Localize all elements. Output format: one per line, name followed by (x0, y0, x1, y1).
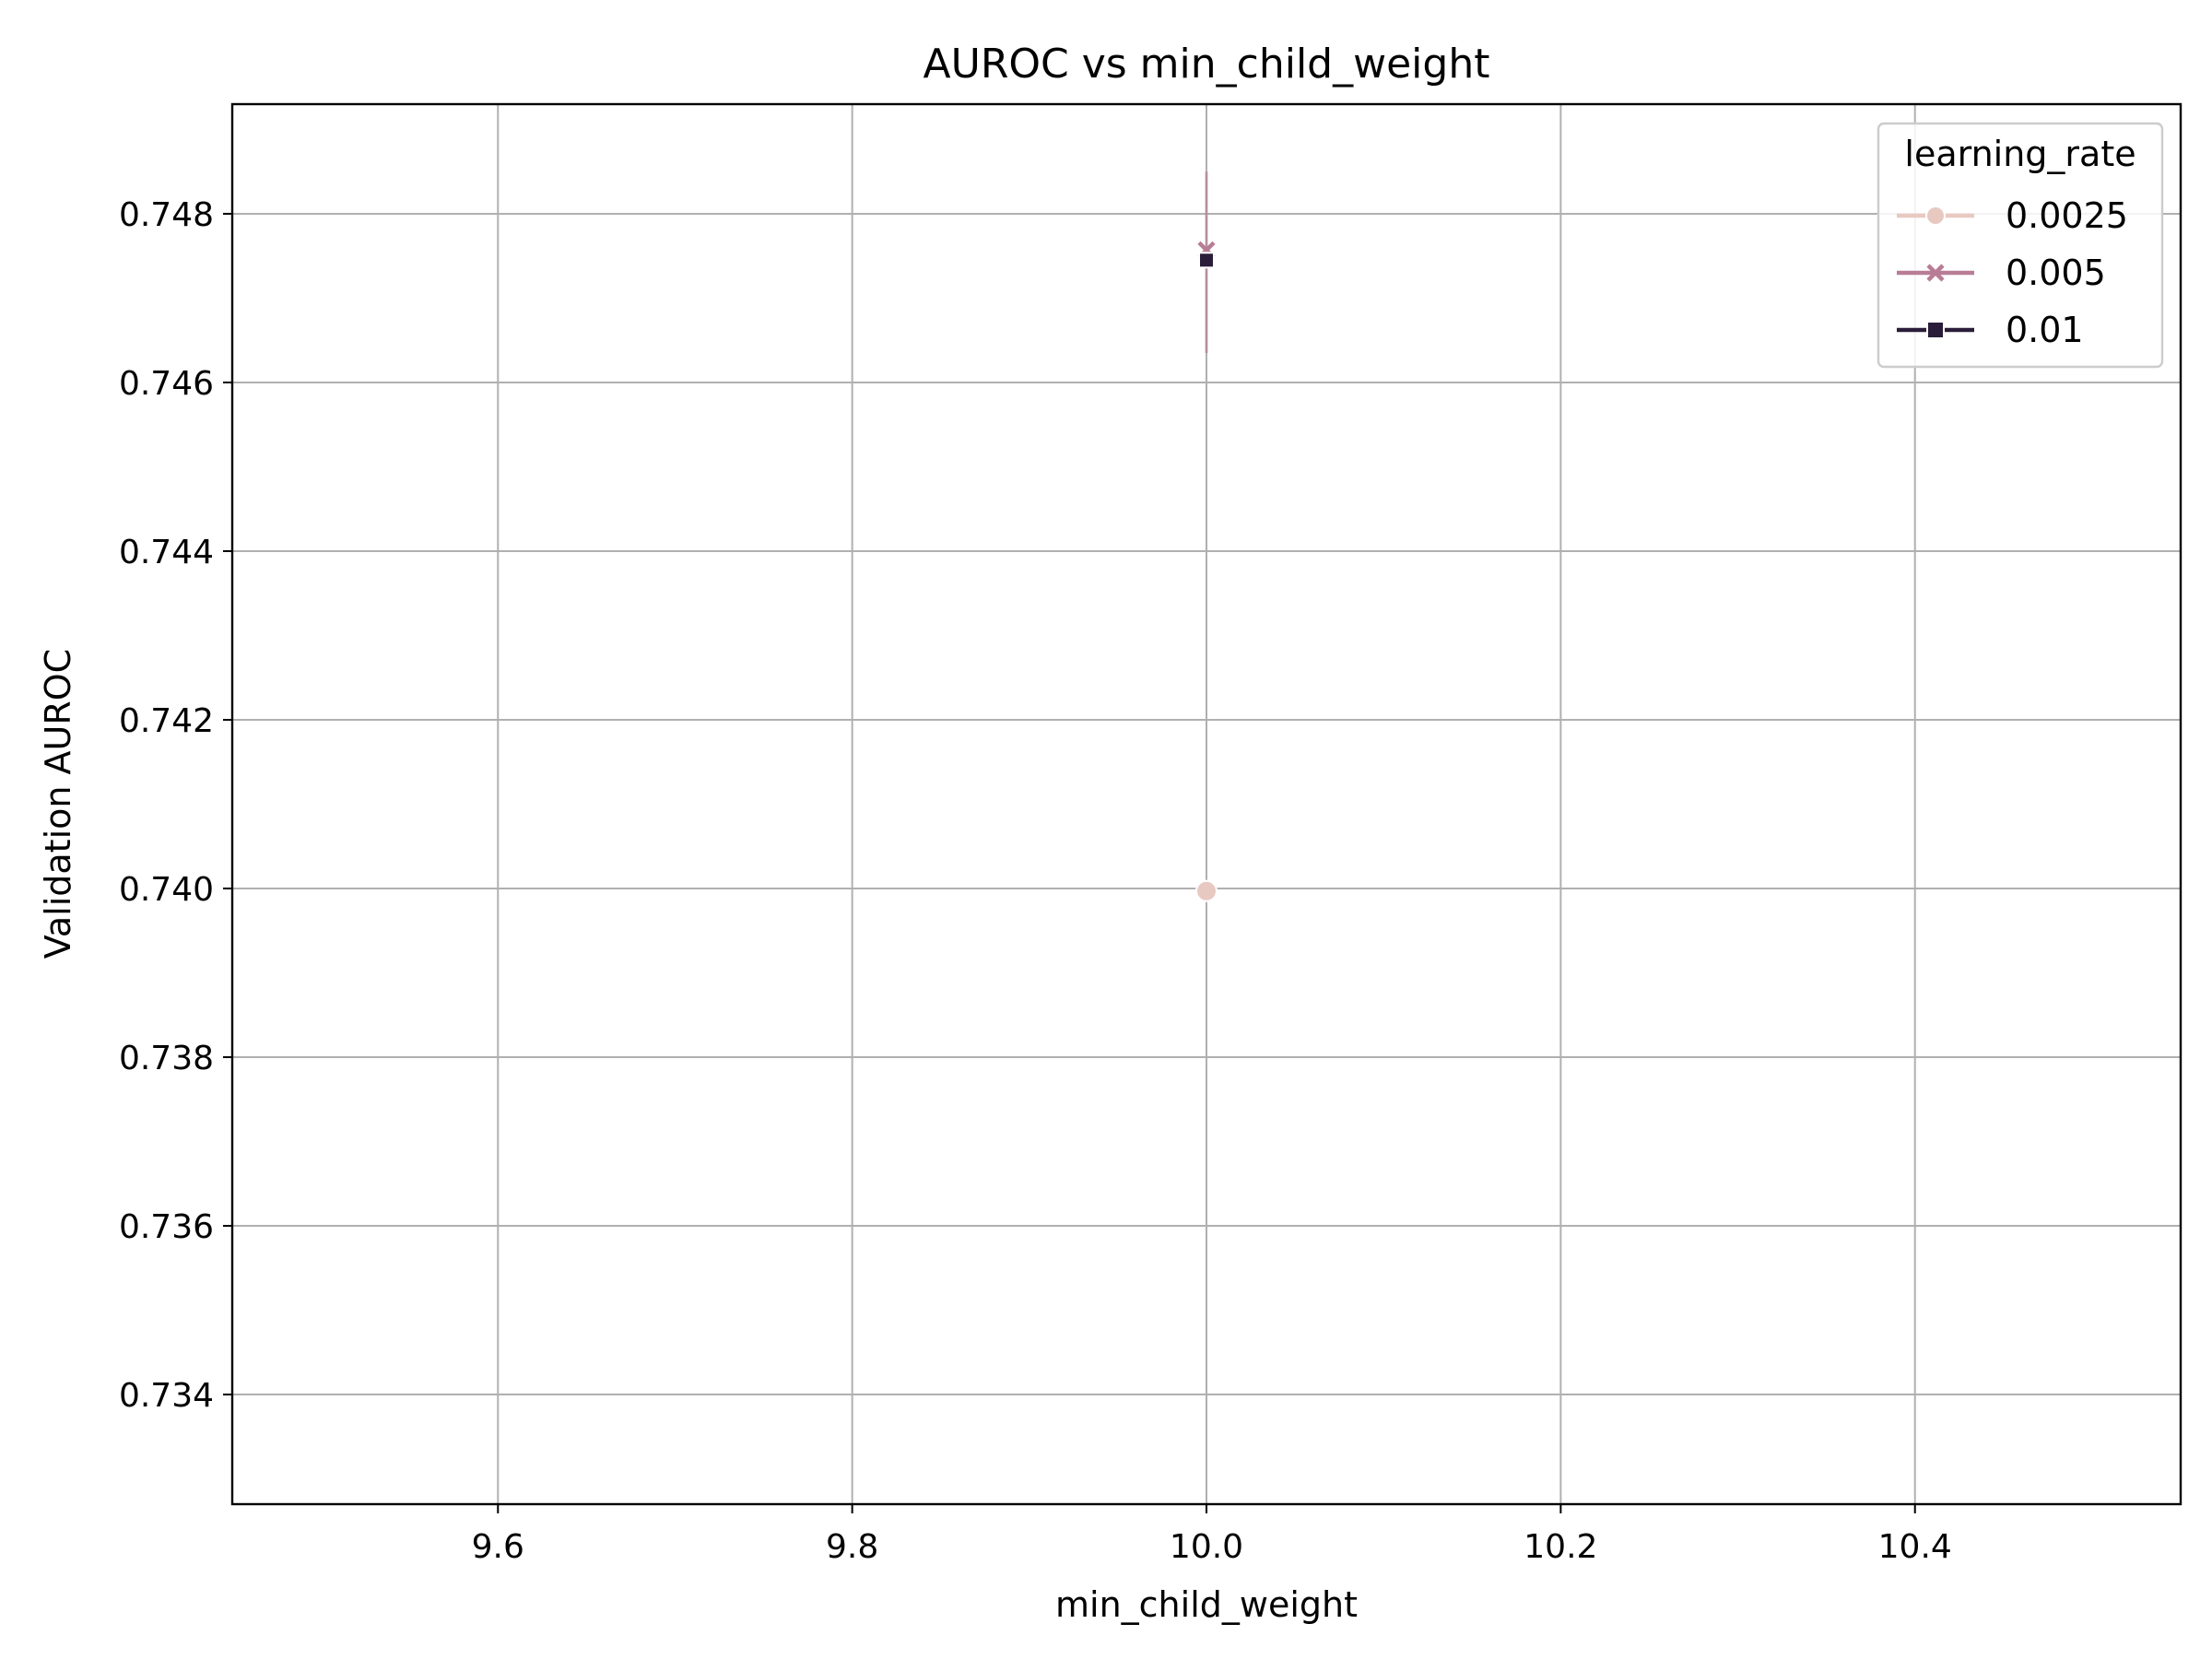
x-axis-label: min_child_weight (1055, 1584, 1358, 1625)
y-tick-label: 0.742 (119, 702, 214, 740)
x-tick-label: 10.0 (1170, 1528, 1243, 1566)
x-tick-label: 10.2 (1524, 1528, 1597, 1566)
y-axis-label: Validation AUROC (38, 649, 78, 959)
legend-square-marker (1926, 321, 1945, 339)
legend-title: learning_rate (1904, 134, 2136, 174)
y-tick-label: 0.748 (119, 196, 214, 234)
legend-label-0.0025: 0.0025 (2006, 195, 2128, 236)
legend-x-marker (1926, 264, 1945, 282)
x-tick-label: 9.6 (472, 1528, 524, 1566)
legend-label-0.005: 0.005 (2006, 253, 2106, 293)
x-axis-ticks: 9.6 9.8 10.0 10.2 10.4 (472, 1504, 1952, 1566)
legend-box (1877, 122, 2164, 369)
y-tick-label: 0.744 (119, 534, 214, 571)
x-tick-label: 9.8 (826, 1528, 878, 1566)
y-tick-label: 0.734 (119, 1377, 214, 1415)
data-markers (1195, 241, 1218, 902)
legend: learning_rate 0.0025 0.005 0.01 (1877, 122, 2164, 369)
y-tick-label: 0.736 (119, 1208, 214, 1246)
legend-entry-0.0025: 0.0025 (1897, 195, 2128, 236)
y-tick-label: 0.740 (119, 871, 214, 909)
legend-entry-0.01: 0.01 (1897, 310, 2084, 350)
data-point-0.01 (1198, 252, 1215, 269)
y-tick-label: 0.746 (119, 365, 214, 403)
data-point-0.0025 (1195, 879, 1218, 902)
y-axis-ticks: 0.734 0.736 0.738 0.740 0.742 0.744 0.746 0.748 (119, 196, 232, 1415)
y-tick-label: 0.738 (119, 1040, 214, 1077)
x-tick-label: 10.4 (1878, 1528, 1952, 1566)
legend-entry-0.005: 0.005 (1897, 253, 2106, 293)
chart-title: AUROC vs min_child_weight (924, 41, 1490, 88)
legend-label-0.01: 0.01 (2006, 310, 2084, 350)
legend-circle-marker (1925, 206, 1946, 226)
